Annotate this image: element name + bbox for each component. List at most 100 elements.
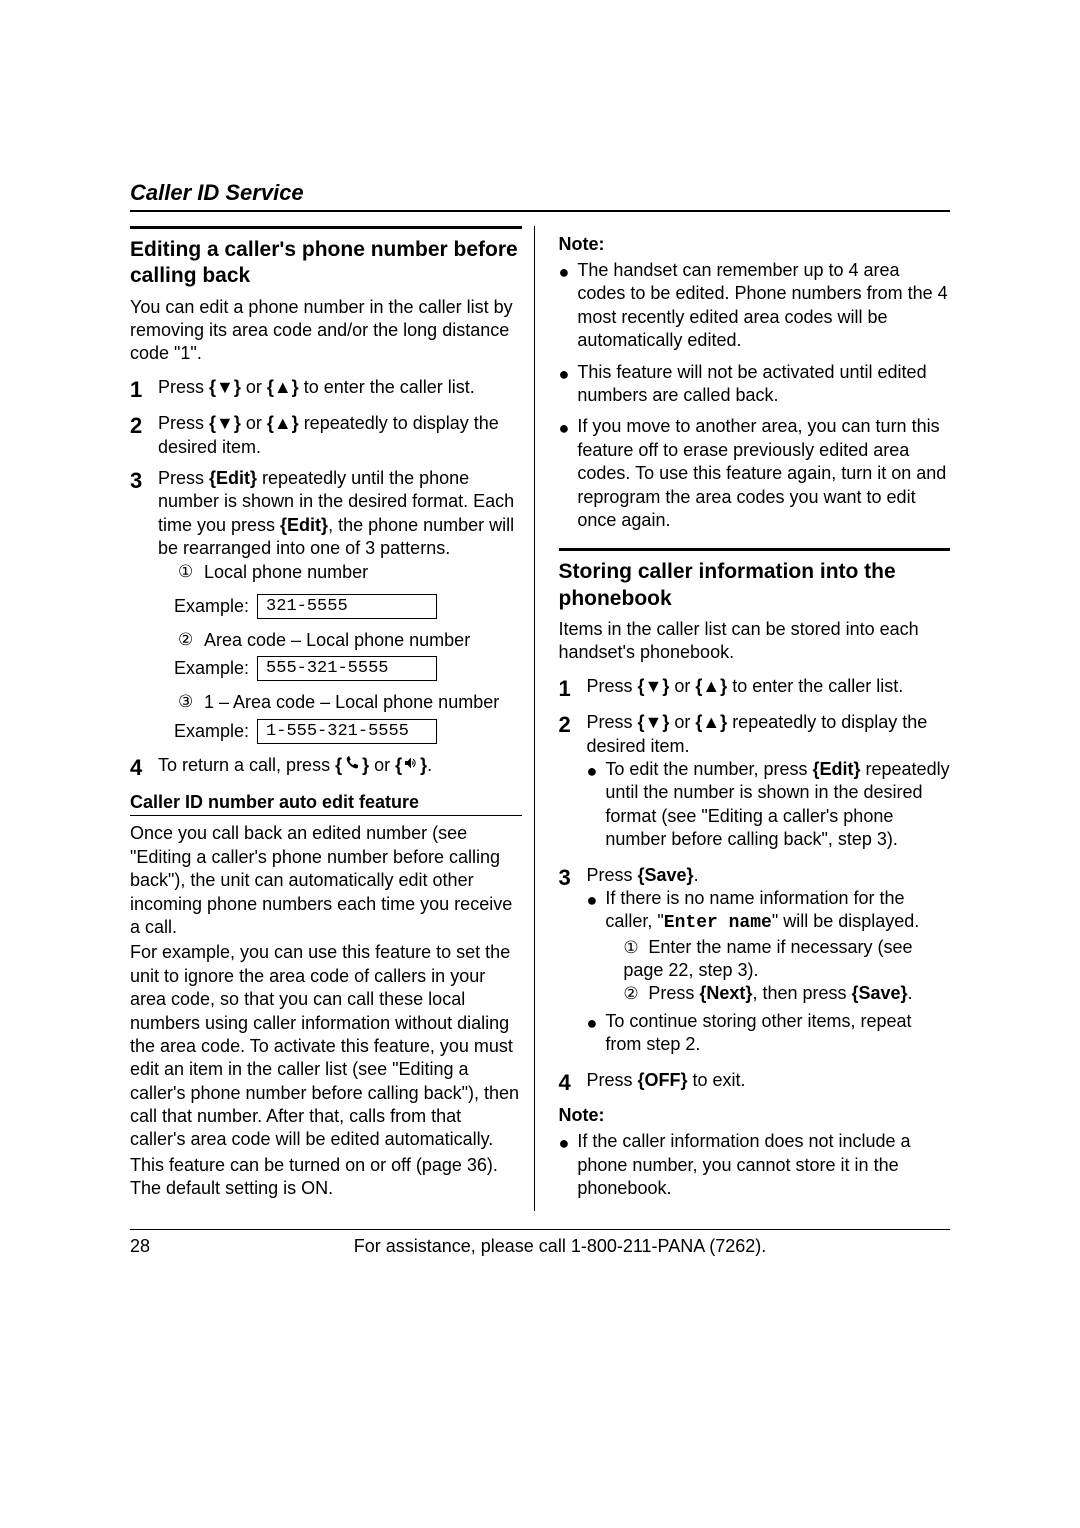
sub-bullet: ● To continue storing other items, repea… (587, 1010, 951, 1057)
topic-title: Editing a caller's phone number before c… (130, 237, 522, 290)
step-number: 1 (559, 675, 577, 704)
t: or (369, 755, 395, 775)
key-edit: {Edit} (280, 515, 328, 535)
t: or (669, 712, 695, 732)
para: Once you call back an edited number (see… (130, 822, 522, 939)
bullet-icon: ● (559, 361, 570, 408)
circled-3-icon: ③ (178, 691, 198, 714)
step-body: Press {Edit} repeatedly until the phone … (158, 467, 522, 586)
step: 1 Press {▼} or {▲} to enter the caller l… (559, 675, 951, 704)
example-box: 321-5555 (257, 594, 437, 619)
footer: 28 For assistance, please call 1-800-211… (130, 1229, 950, 1257)
key-up: {▲} (695, 676, 727, 696)
rule (130, 226, 522, 229)
bullet-icon: ● (587, 887, 598, 1006)
t: Press (158, 468, 209, 488)
step-number: 2 (130, 412, 148, 459)
circled-1-icon: ① (178, 561, 198, 584)
t: or (241, 377, 267, 397)
subhead: Caller ID number auto edit feature (130, 792, 522, 816)
step-number: 2 (559, 711, 577, 855)
key-bracket-open: { (335, 755, 342, 775)
key-down: {▼} (209, 377, 241, 397)
bullet-icon: ● (559, 415, 570, 532)
pattern-item: ② Area code – Local phone number (178, 629, 522, 652)
para: This feature can be turned on or off (pa… (130, 1154, 522, 1201)
pattern-item: ① Local phone number (178, 561, 522, 584)
bullet-icon: ● (559, 259, 570, 353)
circled-2-icon: ② (623, 983, 643, 1005)
circled-2-icon: ② (178, 629, 198, 652)
step-body: Press {▼} or {▲} repeatedly to display t… (587, 711, 951, 855)
bullet-text: The handset can remember up to 4 area co… (577, 259, 950, 353)
mono-text: Enter name (664, 913, 772, 933)
example-row: Example: 1-555-321-5555 (174, 719, 522, 744)
key-up: {▲} (267, 413, 299, 433)
example-box: 1-555-321-5555 (257, 719, 437, 744)
t: . (908, 983, 913, 1003)
pattern-label: Local phone number (204, 561, 368, 584)
example-label: Example: (174, 721, 249, 742)
sub-bullet: ● If there is no name information for th… (587, 887, 951, 1006)
t: to enter the caller list. (727, 676, 903, 696)
step-number: 4 (559, 1069, 577, 1098)
key-off: {OFF} (638, 1070, 688, 1090)
step: 2 Press {▼} or {▲} repeatedly to display… (130, 412, 522, 459)
key-down: {▼} (638, 676, 670, 696)
t: Press (587, 712, 638, 732)
t: or (241, 413, 267, 433)
step: 3 Press {Save}. ● If there is no name in… (559, 864, 951, 1061)
t: Press (587, 676, 638, 696)
topic-title: Storing caller information into the phon… (559, 559, 951, 612)
t: Press (587, 865, 638, 885)
bullet-item: ●If you move to another area, you can tu… (559, 415, 951, 532)
sub-text: If there is no name information for the … (605, 887, 950, 1006)
pattern-list: ② Area code – Local phone number (178, 629, 522, 652)
key-up: {▲} (695, 712, 727, 732)
step: 2 Press {▼} or {▲} repeatedly to display… (559, 711, 951, 855)
t: Press (158, 377, 209, 397)
t: " will be displayed. (772, 911, 919, 931)
para: For example, you can use this feature to… (130, 941, 522, 1152)
step-body: To return a call, press {} or {}. (158, 754, 522, 783)
t: . (694, 865, 699, 885)
pattern-item: ③ 1 – Area code – Local phone number (178, 691, 522, 714)
step-number: 1 (130, 376, 148, 405)
pattern-label: 1 – Area code – Local phone number (204, 691, 499, 714)
key-up: {▲} (267, 377, 299, 397)
t: Press (648, 983, 699, 1003)
step-number: 3 (559, 864, 577, 1061)
intro-text: Items in the caller list can be stored i… (559, 618, 951, 665)
example-row: Example: 321-5555 (174, 594, 522, 619)
talk-icon (342, 754, 362, 777)
t: to exit. (688, 1070, 746, 1090)
intro-text: You can edit a phone number in the calle… (130, 296, 522, 366)
step-body: Press {Save}. ● If there is no name info… (587, 864, 951, 1061)
step-body: Press {▼} or {▲} to enter the caller lis… (158, 376, 522, 405)
key-bracket-open: { (395, 755, 402, 775)
t: Press (158, 413, 209, 433)
circled-1-icon: ① (623, 937, 643, 959)
rule (559, 548, 951, 551)
example-label: Example: (174, 596, 249, 617)
step-body: Press {▼} or {▲} to enter the caller lis… (587, 675, 951, 704)
key-down: {▼} (209, 413, 241, 433)
inner-item: ① Enter the name if necessary (see page … (623, 936, 950, 983)
bullet-item: ●This feature will not be activated unti… (559, 361, 951, 408)
t: to enter the caller list. (299, 377, 475, 397)
bullet-text: If you move to another area, you can tur… (577, 415, 950, 532)
step: 4 Press {OFF} to exit. (559, 1069, 951, 1098)
speaker-icon (402, 754, 420, 777)
bullet-icon: ● (587, 1010, 598, 1057)
sub-bullet: ● To edit the number, press {Edit} repea… (587, 758, 951, 852)
t: , then press (752, 983, 851, 1003)
note-head: Note: (559, 234, 951, 255)
right-column: Note: ●The handset can remember up to 4 … (555, 226, 951, 1211)
pattern-list: ① Local phone number (178, 561, 522, 584)
step-body: Press {OFF} to exit. (587, 1069, 951, 1098)
note-head: Note: (559, 1105, 951, 1126)
sub-text: To edit the number, press {Edit} repeate… (605, 758, 950, 852)
example-box: 555-321-5555 (257, 656, 437, 681)
step-number: 3 (130, 467, 148, 586)
page: Caller ID Service Editing a caller's pho… (0, 0, 1080, 1357)
